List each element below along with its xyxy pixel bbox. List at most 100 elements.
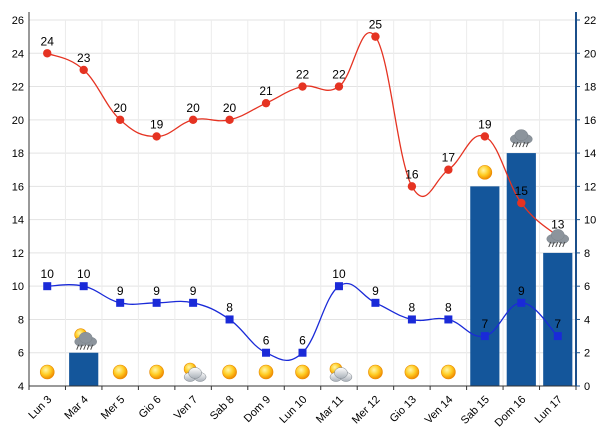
right-axis-tick-label: 12	[584, 181, 596, 193]
sun-icon	[404, 364, 420, 380]
point-marker	[116, 298, 125, 307]
point-marker	[152, 298, 161, 307]
x-axis-tick-label: Mer 12	[350, 394, 383, 427]
precipitation-bar	[470, 186, 500, 386]
data-label: 23	[77, 51, 91, 65]
right-axis-tick-label: 22	[584, 15, 596, 27]
sun-icon	[149, 364, 164, 380]
sun-shape	[368, 364, 383, 380]
line-series-max	[46, 32, 559, 237]
sun-icon	[39, 364, 55, 380]
data-label: 10	[332, 267, 346, 281]
point-marker	[334, 282, 343, 291]
point-marker	[334, 82, 344, 91]
data-label: 7	[554, 317, 561, 331]
rain-drop	[558, 241, 562, 248]
point-marker	[262, 348, 271, 357]
sun-shape	[295, 364, 310, 380]
rain-drop	[90, 344, 94, 350]
data-label: 22	[332, 68, 346, 82]
sun-icon	[258, 364, 274, 380]
data-label: 9	[372, 284, 379, 298]
sun-icon	[441, 364, 456, 380]
rain-drop	[76, 344, 80, 350]
rain-drop	[518, 141, 522, 148]
data-label: 10	[41, 267, 55, 281]
rain-drop	[79, 344, 83, 350]
sun-cloud-icon	[329, 362, 353, 382]
data-label: 13	[551, 217, 565, 231]
point-marker	[517, 198, 526, 208]
right-axis-tick-label: 10	[584, 215, 596, 227]
point-marker	[371, 298, 380, 307]
point-marker	[225, 315, 234, 324]
right-axis-tick-label: 14	[584, 148, 596, 160]
data-label: 15	[515, 184, 529, 198]
rain-drop	[551, 241, 555, 248]
point-marker	[79, 65, 88, 75]
data-label: 17	[442, 151, 456, 165]
left-axis-tick-label: 10	[12, 281, 24, 293]
right-axis-tick-label: 8	[584, 248, 590, 260]
cloud-shape	[551, 229, 565, 241]
x-axis-tick-label: Mar 11	[314, 394, 346, 426]
right-axis-tick-label: 4	[584, 314, 590, 326]
point-marker	[517, 298, 526, 307]
left-axis-tick-label: 14	[12, 215, 24, 227]
point-marker	[152, 132, 161, 141]
sun-icon	[368, 364, 383, 380]
sun-shape	[441, 364, 456, 380]
sun-rain-icon	[74, 328, 97, 350]
x-axis-tick-label: Sab 15	[459, 394, 492, 427]
point-marker	[115, 115, 125, 125]
data-labels: 24 23 20 19 20 20 21 22 22 25 16 17 19 15 13 10 10 9 9 9 8 6 6…	[41, 18, 565, 348]
cloud-shape	[514, 129, 529, 141]
point-marker	[79, 282, 88, 291]
point-marker	[480, 332, 489, 341]
right-axis-tick-label: 2	[584, 348, 590, 360]
point-marker	[480, 132, 490, 141]
left-axis-tick-label: 12	[12, 248, 24, 260]
sun-icon	[222, 364, 237, 380]
rain-drop	[86, 344, 90, 350]
x-axis-tick-label: Mar 4	[62, 394, 90, 422]
x-axis-tick-label: Mer 5	[99, 394, 127, 422]
weather-icons	[39, 129, 570, 382]
bar-series-precipitation	[69, 153, 573, 386]
data-label: 16	[405, 167, 419, 181]
sun-shape	[477, 165, 493, 180]
sun-icon	[112, 364, 128, 380]
left-axis-tick-label: 16	[12, 181, 24, 193]
data-label: 9	[190, 284, 197, 298]
sun-shape	[222, 364, 237, 380]
rain-drop	[562, 241, 566, 248]
sun-shape	[112, 364, 128, 380]
precipitation-bar	[69, 352, 99, 386]
precipitation-bar	[543, 252, 573, 386]
point-marker	[188, 115, 198, 125]
sun-shape	[149, 364, 164, 380]
right-axis-tick-label: 20	[584, 48, 596, 60]
right-axis-tick-label: 0	[584, 381, 590, 393]
left-axis-tick-label: 6	[18, 348, 24, 360]
x-axis-tick-label: Gio 13	[388, 394, 419, 425]
point-marker	[298, 82, 307, 91]
data-label: 8	[445, 300, 452, 314]
sun-shape	[404, 364, 420, 380]
point-marker	[225, 115, 234, 125]
data-label: 24	[41, 34, 55, 48]
cloud-shape	[334, 367, 348, 379]
point-marker	[298, 348, 307, 357]
left-axis-tick-label: 4	[18, 381, 24, 393]
data-label: 20	[186, 101, 200, 115]
data-label: 7	[481, 317, 488, 331]
sun-icon	[477, 165, 493, 180]
data-label: 9	[153, 284, 160, 298]
x-axis-tick-label: Sab 8	[208, 394, 237, 423]
rain-drop	[525, 141, 529, 148]
point-marker	[371, 32, 380, 41]
data-label: 6	[263, 334, 270, 348]
point-marker	[261, 98, 271, 108]
point-marker	[43, 282, 52, 291]
